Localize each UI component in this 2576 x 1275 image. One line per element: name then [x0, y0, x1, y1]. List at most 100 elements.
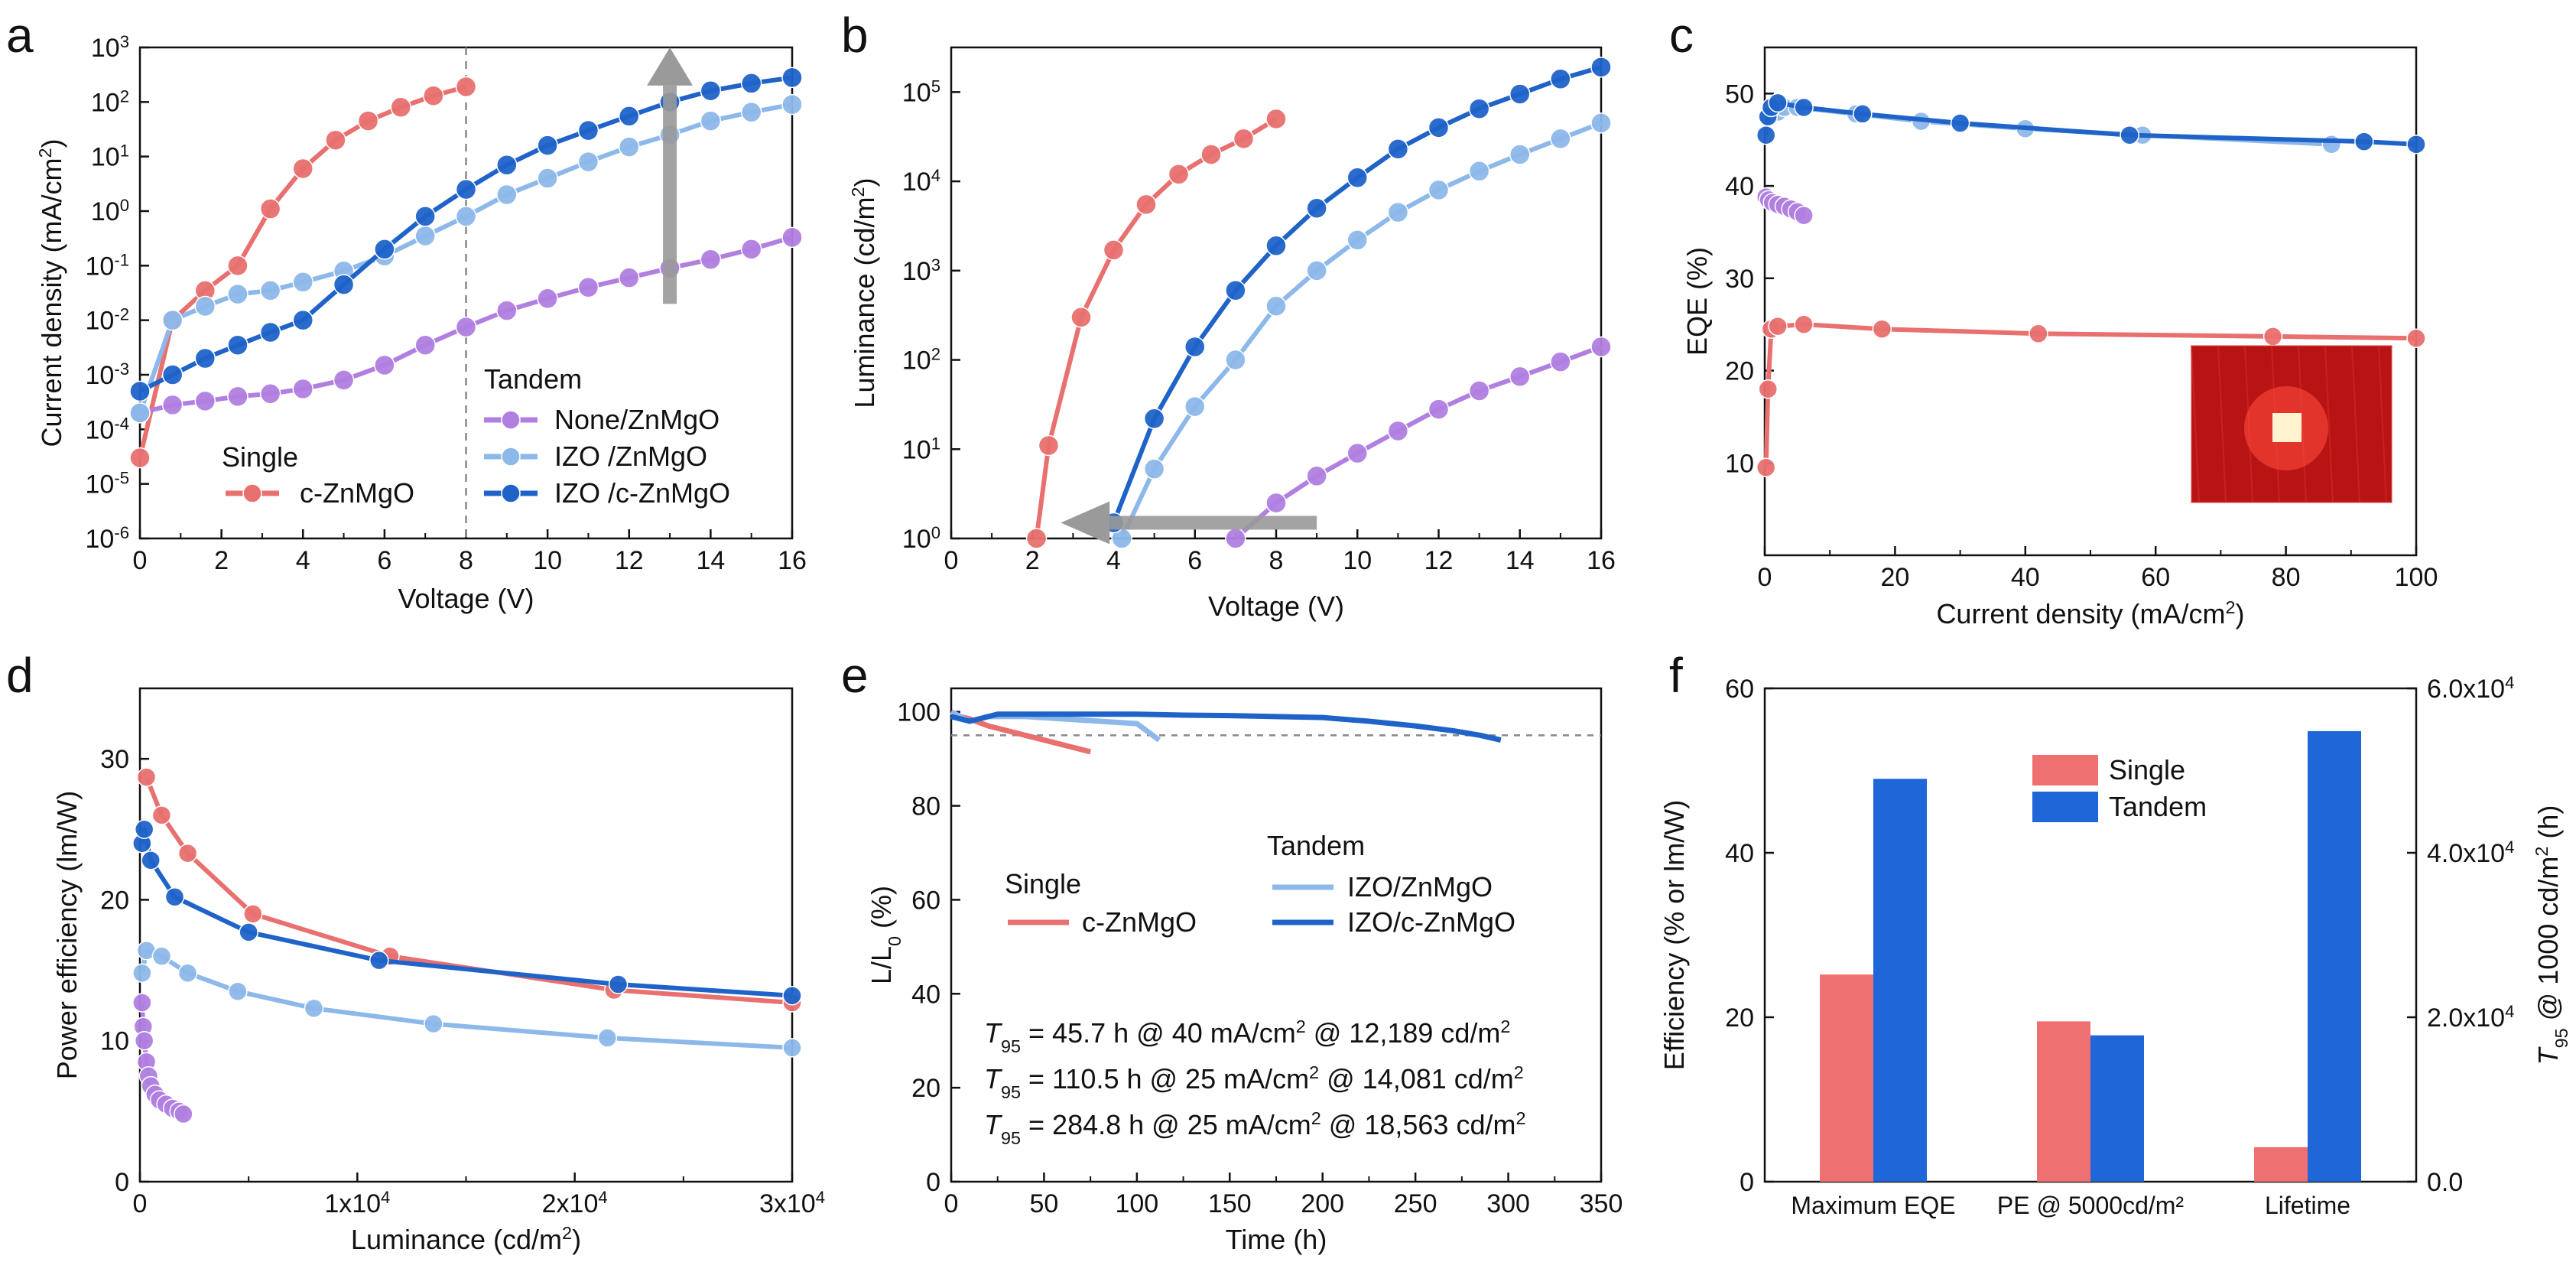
superscript: -4	[114, 414, 129, 433]
series-c-3-point	[1794, 97, 1814, 118]
text-span: 1x10	[324, 1189, 381, 1218]
c-znmgo-legend-marker	[242, 483, 262, 503]
x-tick-label: 2	[1025, 546, 1040, 575]
series-b-2-point	[1590, 112, 1612, 134]
series-a-1-point	[161, 394, 184, 416]
t95-annotation: T95 = 110.5 h @ 25 mA/cm2 @ 14,081 cd/m2	[984, 1062, 1524, 1102]
plot-frame	[138, 687, 794, 1183]
text-span: = 110.5 h @ 25 mA/cm	[1021, 1063, 1309, 1094]
inset-texture	[2351, 345, 2360, 503]
y-axis-label: Current density (mA/cm2)	[35, 138, 67, 447]
series-c-0-point	[2406, 328, 2426, 349]
legend-label: IZO /ZnMgO	[554, 441, 707, 472]
series-a-2-point	[259, 280, 281, 301]
series-b-1-point	[1550, 351, 1571, 372]
series-b-3-point	[1346, 167, 1368, 189]
series-a-2-point	[781, 93, 803, 115]
text-span: Luminance (cd/m	[351, 1224, 562, 1255]
text-span: @ 12,189 cd/m	[1306, 1017, 1501, 1049]
series-a-0-point	[357, 110, 379, 132]
y-tick-label: 10	[100, 1027, 129, 1056]
superscript: 4	[2505, 673, 2514, 692]
legend-title-single: Single	[1005, 868, 1081, 899]
y-tick-label: 0.0	[2427, 1168, 2463, 1197]
text-span: T	[984, 1063, 1003, 1094]
series-b-0-point	[1168, 164, 1190, 185]
superscript: 1	[931, 434, 940, 453]
series-c-0-point	[1756, 457, 1776, 478]
series-a-3-point	[496, 154, 518, 176]
series-d-2-point	[151, 946, 172, 966]
series-c-3-point	[2120, 125, 2139, 145]
text-span: 10	[902, 525, 931, 554]
y-tick-label: 20	[1725, 1003, 1754, 1033]
series-d-0-point	[151, 805, 172, 825]
legend-label: c-ZnMgO	[300, 477, 414, 509]
series-a-2-point	[537, 168, 558, 189]
text-span: 10	[902, 78, 931, 107]
series-a-0-point	[390, 96, 411, 118]
text-span: (h)	[2532, 805, 2564, 847]
inset-texture	[2191, 345, 2200, 503]
series-a-2-point	[496, 184, 518, 206]
series-c-3-point	[1950, 113, 1970, 133]
series-a-3-point	[414, 206, 436, 227]
bar-single	[2037, 1021, 2090, 1182]
superscript: -1	[114, 250, 129, 269]
series-b-2-point	[1346, 229, 1368, 251]
x-tick-label: 12	[615, 546, 644, 575]
series-d-3-point	[782, 985, 802, 1006]
x-axis-label: Voltage (V)	[398, 583, 534, 614]
legend-label: IZO/ZnMgO	[1347, 871, 1493, 903]
y-tick-label: 102	[91, 86, 129, 118]
y-tick-label: 101	[902, 434, 940, 465]
superscript: 3	[931, 255, 940, 274]
series-a-2-point	[292, 272, 313, 293]
series-a-3-point	[333, 274, 355, 295]
y-axis-label: EQE (%)	[1681, 247, 1713, 356]
superscript: 4	[2505, 1002, 2514, 1021]
text-span: 10	[91, 88, 120, 117]
series-a-2-point	[700, 110, 722, 132]
series-b-0-point	[1200, 144, 1222, 165]
series-c-1-point	[1794, 205, 1814, 226]
series-a-0-point	[455, 76, 477, 98]
y-tick-label: 60	[1725, 675, 1754, 704]
x-tick-label: 3x104	[759, 1188, 825, 1219]
text-span: = 284.8 h @ 25 mA/cm	[1021, 1109, 1311, 1140]
superscript: -6	[114, 523, 129, 542]
series-a-3-point	[292, 309, 313, 331]
text-span: 10	[86, 307, 115, 336]
series-b-2-point	[1306, 260, 1327, 281]
legend-title-tandem: Tandem	[484, 363, 582, 395]
series-b-3-point	[1265, 235, 1287, 257]
y-axis-label: Power efficiency (lm/W)	[51, 791, 83, 1079]
t95-annotation: T95 = 45.7 h @ 40 mA/cm2 @ 12,189 cd/m2	[984, 1016, 1510, 1056]
y-tick-label: 100	[91, 196, 129, 227]
y-tick-label: 30	[100, 745, 129, 774]
series-c-0-point	[1758, 379, 1779, 399]
x-tick-label: 16	[778, 546, 807, 575]
series-c-0-point	[2263, 327, 2283, 346]
x-axis-label: Luminance (cd/m2)	[351, 1223, 581, 1255]
subscript: 95	[1001, 1082, 1021, 1102]
series-a-0-point	[259, 198, 281, 220]
x-tick-label: 12	[1424, 546, 1454, 575]
series-a-3-point	[227, 334, 249, 356]
x-category-label: Maximum EQE	[1791, 1192, 1955, 1219]
series-a-3-point	[700, 80, 722, 102]
series-a-1-point	[537, 288, 558, 310]
series-c-3-point	[1756, 125, 1776, 145]
superscript: 2	[1309, 1062, 1319, 1082]
superscript: 0	[931, 523, 940, 542]
series-b-1-point	[1428, 398, 1450, 420]
series-b-3-point	[1225, 279, 1246, 301]
x-category-label: PE @ 5000cd/m²	[1997, 1192, 2184, 1219]
inset-border	[2191, 345, 2392, 503]
text-span: Current density (mA/cm	[36, 158, 67, 447]
superscript: 3	[120, 32, 129, 51]
series-a-1-point	[740, 239, 762, 260]
superscript: 2	[2532, 847, 2552, 857]
text-span: 3x10	[759, 1189, 816, 1218]
